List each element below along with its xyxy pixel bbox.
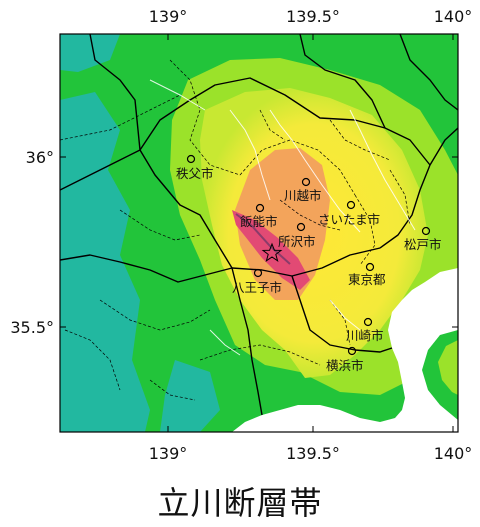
epicenter-star-icon [261, 242, 283, 262]
low-intensity-area-west [60, 92, 150, 432]
city-label-matsudo: 松戸市 [404, 237, 442, 252]
peninsula-yellow [438, 340, 458, 395]
city-label-kawasaki: 川崎市 [346, 328, 384, 343]
city-marker [301, 177, 311, 187]
map-frame [59, 33, 459, 433]
city-label-hanno: 飯能市 [240, 214, 278, 229]
city-label-chichibu: 秩父市 [176, 166, 214, 181]
sea-area [232, 268, 458, 432]
city-marker [253, 268, 263, 278]
high-intensity-area-red [232, 210, 310, 290]
lon-tick-label-bottom: 139° [149, 444, 188, 463]
city-markers [186, 154, 431, 356]
lon-tick-label-bottom: 139.5° [286, 444, 340, 463]
low-intensity-area-northwest [60, 34, 120, 72]
lon-tick-label-top: 139.5° [286, 7, 340, 26]
lon-tick-label-top: 139° [149, 7, 188, 26]
lon-tick-label-top: 140° [434, 7, 473, 26]
city-marker [255, 203, 265, 213]
city-marker [347, 346, 357, 356]
city-marker [296, 222, 306, 232]
city-marker [365, 262, 375, 272]
city-label-kawagoe: 川越市 [284, 188, 322, 203]
city-label-tokorozawa: 所沢市 [278, 234, 316, 249]
lon-tick-label-bottom: 140° [434, 444, 473, 463]
city-marker [186, 154, 196, 164]
rivers [149, 79, 416, 356]
axis-ticks [60, 34, 458, 432]
lat-tick-label: 36° [26, 148, 54, 167]
city-label-hachioji: 八王子市 [232, 280, 282, 295]
map-frame-content [60, 34, 458, 432]
municipal-borders [60, 59, 411, 401]
city-marker [346, 200, 356, 210]
city-marker [421, 226, 431, 236]
lat-tick-label: 35.5° [10, 318, 54, 337]
city-label-tokyo: 東京都 [348, 272, 386, 287]
city-label-yokohama: 横浜市 [326, 358, 364, 373]
map-title: 立川断層帯 [157, 484, 323, 522]
fault-line [235, 213, 291, 265]
city-label-saitama: さいたま市 [318, 212, 380, 227]
city-marker [363, 317, 373, 327]
low-intensity-area-southwest [160, 360, 220, 432]
